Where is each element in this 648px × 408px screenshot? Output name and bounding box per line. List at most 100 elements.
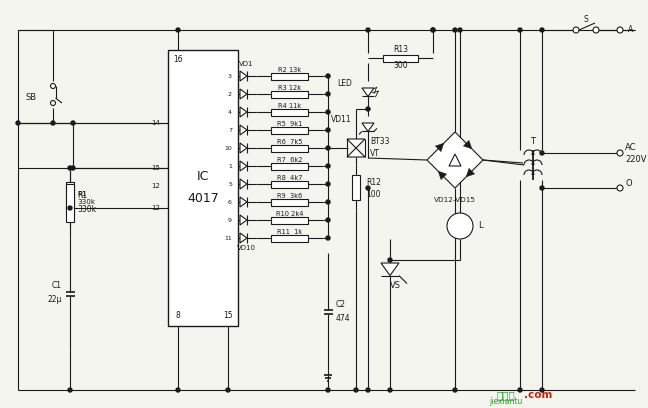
FancyBboxPatch shape bbox=[382, 55, 419, 62]
Polygon shape bbox=[240, 143, 247, 153]
Text: VD1: VD1 bbox=[238, 61, 253, 67]
Text: R9  3k6: R9 3k6 bbox=[277, 193, 302, 199]
Polygon shape bbox=[240, 107, 247, 117]
Text: AC: AC bbox=[625, 144, 636, 153]
Circle shape bbox=[68, 206, 72, 210]
Text: VS: VS bbox=[389, 281, 400, 290]
Circle shape bbox=[388, 388, 392, 392]
Text: R4 11k: R4 11k bbox=[278, 103, 301, 109]
Polygon shape bbox=[240, 197, 247, 207]
Circle shape bbox=[51, 100, 56, 106]
Text: R1: R1 bbox=[77, 191, 87, 200]
FancyBboxPatch shape bbox=[271, 217, 308, 224]
Circle shape bbox=[226, 388, 230, 392]
FancyBboxPatch shape bbox=[271, 91, 308, 98]
Polygon shape bbox=[347, 148, 365, 157]
Text: 220V: 220V bbox=[625, 155, 647, 164]
Text: R2 13k: R2 13k bbox=[278, 67, 301, 73]
Circle shape bbox=[326, 388, 330, 392]
Circle shape bbox=[326, 200, 330, 204]
Text: 4017: 4017 bbox=[187, 191, 219, 204]
Polygon shape bbox=[362, 123, 374, 131]
Circle shape bbox=[71, 121, 75, 125]
FancyBboxPatch shape bbox=[271, 235, 308, 242]
FancyBboxPatch shape bbox=[271, 144, 308, 151]
Circle shape bbox=[540, 186, 544, 190]
Text: L: L bbox=[478, 222, 483, 231]
Text: R10 2k4: R10 2k4 bbox=[276, 211, 303, 217]
Text: R3 12k: R3 12k bbox=[278, 85, 301, 91]
Circle shape bbox=[366, 186, 370, 190]
FancyBboxPatch shape bbox=[66, 182, 74, 215]
Text: 12: 12 bbox=[151, 183, 160, 189]
Circle shape bbox=[453, 28, 457, 32]
Circle shape bbox=[447, 213, 473, 239]
FancyBboxPatch shape bbox=[352, 175, 360, 200]
Text: A: A bbox=[628, 25, 633, 35]
Text: R7  6k2: R7 6k2 bbox=[277, 157, 302, 163]
Text: 1: 1 bbox=[228, 164, 232, 169]
Text: VD12-VD15: VD12-VD15 bbox=[434, 197, 476, 203]
Circle shape bbox=[617, 185, 623, 191]
Text: R12: R12 bbox=[366, 178, 381, 187]
Circle shape bbox=[326, 164, 330, 168]
Text: VD10: VD10 bbox=[237, 245, 255, 251]
Circle shape bbox=[366, 28, 370, 32]
Circle shape bbox=[617, 150, 623, 156]
Text: BT33: BT33 bbox=[370, 137, 389, 146]
Text: 7: 7 bbox=[228, 127, 232, 133]
Text: C1: C1 bbox=[52, 282, 62, 290]
Circle shape bbox=[458, 28, 462, 32]
Text: 300: 300 bbox=[393, 62, 408, 71]
Text: 15: 15 bbox=[151, 165, 160, 171]
Circle shape bbox=[540, 151, 544, 155]
Text: R8  4k7: R8 4k7 bbox=[277, 175, 302, 181]
Circle shape bbox=[388, 258, 392, 262]
Text: 22μ: 22μ bbox=[47, 295, 62, 304]
Polygon shape bbox=[381, 263, 399, 275]
Polygon shape bbox=[240, 89, 247, 99]
Circle shape bbox=[51, 84, 56, 89]
Text: R5  9k1: R5 9k1 bbox=[277, 121, 302, 127]
FancyBboxPatch shape bbox=[271, 73, 308, 80]
Circle shape bbox=[593, 27, 599, 33]
Circle shape bbox=[431, 28, 435, 32]
Circle shape bbox=[540, 28, 544, 32]
Text: R11  1k: R11 1k bbox=[277, 229, 302, 235]
Text: 5: 5 bbox=[228, 182, 232, 186]
Circle shape bbox=[453, 388, 457, 392]
Text: R1
330k: R1 330k bbox=[77, 191, 95, 204]
Circle shape bbox=[354, 388, 358, 392]
Text: S: S bbox=[584, 15, 588, 24]
Circle shape bbox=[366, 388, 370, 392]
Polygon shape bbox=[240, 161, 247, 171]
Text: R13: R13 bbox=[393, 44, 408, 53]
Circle shape bbox=[68, 388, 72, 392]
FancyBboxPatch shape bbox=[271, 180, 308, 188]
Text: 2: 2 bbox=[228, 91, 232, 97]
Circle shape bbox=[326, 182, 330, 186]
Text: 100: 100 bbox=[366, 190, 380, 199]
Circle shape bbox=[326, 236, 330, 240]
Text: 4: 4 bbox=[228, 109, 232, 115]
FancyBboxPatch shape bbox=[66, 184, 74, 222]
Text: O: O bbox=[625, 180, 632, 188]
Polygon shape bbox=[240, 215, 247, 225]
Text: IC: IC bbox=[197, 169, 209, 182]
Polygon shape bbox=[240, 179, 247, 189]
Text: 11: 11 bbox=[224, 235, 232, 240]
Text: 接线图: 接线图 bbox=[496, 390, 515, 400]
Text: 14: 14 bbox=[151, 120, 160, 126]
Text: R6  7k5: R6 7k5 bbox=[277, 139, 302, 145]
Text: 16: 16 bbox=[173, 55, 183, 64]
Text: jiexiantu: jiexiantu bbox=[489, 397, 523, 406]
FancyBboxPatch shape bbox=[271, 199, 308, 206]
Circle shape bbox=[71, 166, 75, 170]
Circle shape bbox=[68, 166, 72, 170]
FancyBboxPatch shape bbox=[271, 109, 308, 115]
Circle shape bbox=[176, 28, 180, 32]
Circle shape bbox=[540, 388, 544, 392]
Circle shape bbox=[326, 74, 330, 78]
Polygon shape bbox=[347, 139, 365, 148]
Circle shape bbox=[176, 388, 180, 392]
